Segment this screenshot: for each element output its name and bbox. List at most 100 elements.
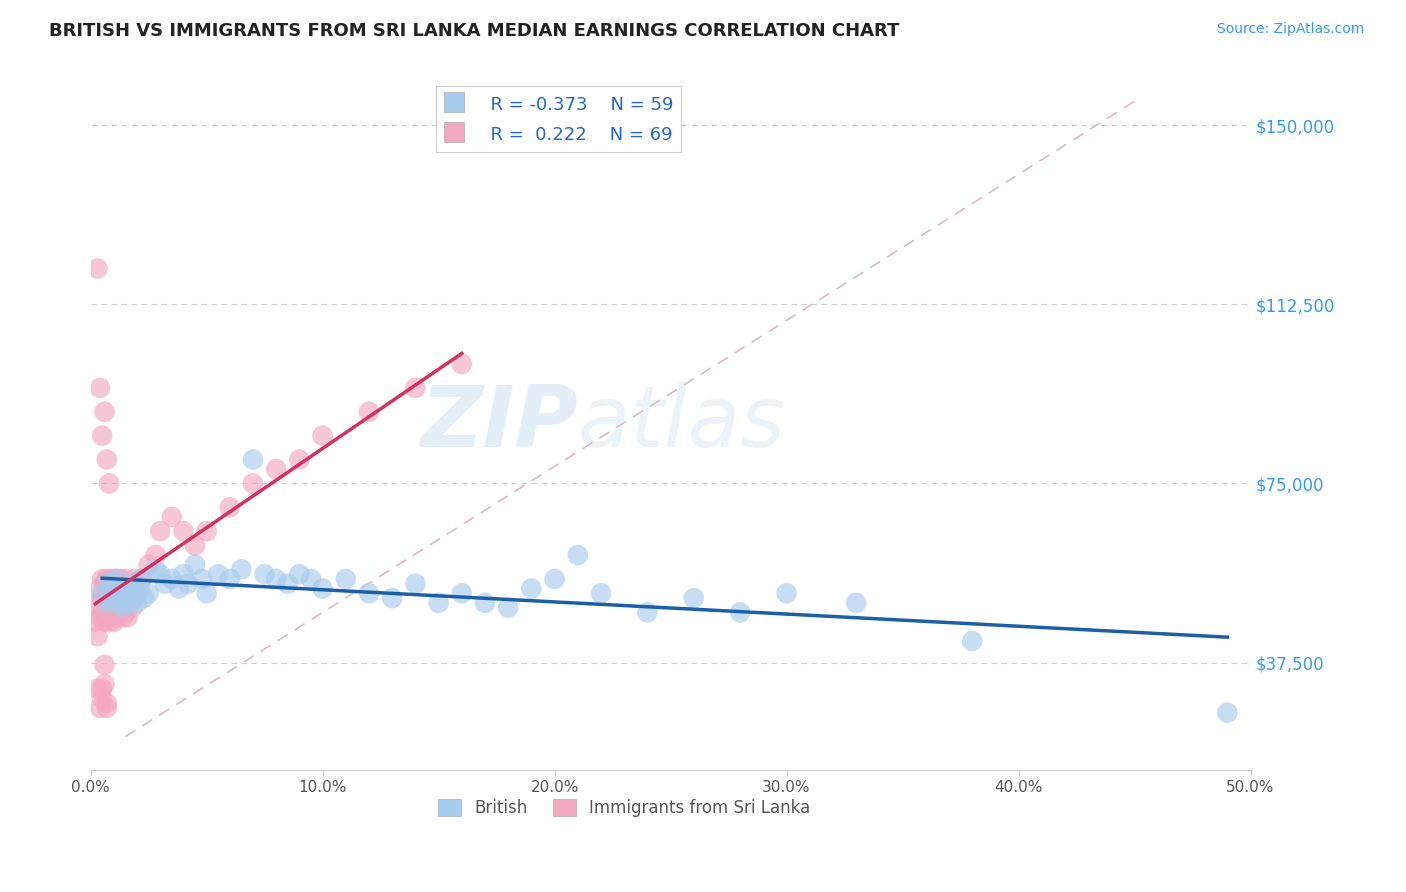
Point [357, 405, 380, 419]
Point [100, 600, 122, 615]
Point [96, 596, 118, 610]
Point [91, 681, 114, 696]
Point [98, 476, 121, 491]
Point [128, 582, 150, 596]
Point [91, 572, 114, 586]
Point [567, 548, 589, 562]
Point [103, 615, 125, 629]
Text: Source: ZipAtlas.com: Source: ZipAtlas.com [1216, 22, 1364, 37]
Point [107, 610, 129, 624]
Point [427, 596, 450, 610]
Point [93, 677, 115, 691]
Point [125, 586, 148, 600]
Point [96, 701, 118, 715]
Point [167, 582, 190, 596]
Point [195, 524, 218, 538]
Point [91, 591, 114, 605]
Point [96, 452, 118, 467]
Point [138, 558, 160, 572]
Point [184, 558, 207, 572]
Point [450, 586, 472, 600]
Point [103, 600, 125, 615]
Point [160, 572, 183, 586]
Point [131, 572, 153, 586]
Point [172, 567, 194, 582]
Point [110, 586, 132, 600]
Point [98, 615, 121, 629]
Point [543, 572, 565, 586]
Point [103, 582, 125, 596]
Point [110, 582, 132, 596]
Point [118, 596, 141, 610]
Point [728, 606, 751, 620]
Point [775, 586, 797, 600]
Point [145, 562, 167, 576]
Point [450, 357, 472, 371]
Point [89, 381, 111, 395]
Point [86, 261, 108, 276]
Point [636, 606, 658, 620]
Point [474, 596, 496, 610]
Point [93, 576, 115, 591]
Point [357, 586, 380, 600]
Point [105, 586, 128, 600]
Point [96, 572, 118, 586]
Point [118, 576, 141, 591]
Point [404, 381, 426, 395]
Point [253, 567, 276, 582]
Point [138, 586, 160, 600]
Point [100, 582, 122, 596]
Point [107, 596, 129, 610]
Point [93, 615, 115, 629]
Point [191, 572, 214, 586]
Point [100, 572, 122, 586]
Point [131, 572, 153, 586]
Point [145, 548, 167, 562]
Point [520, 582, 543, 596]
Point [114, 591, 136, 605]
Point [496, 600, 519, 615]
Point [84, 615, 107, 629]
Point [121, 582, 143, 596]
Point [103, 610, 125, 624]
Point [121, 600, 143, 615]
Point [91, 691, 114, 706]
Point [112, 610, 135, 624]
Point [86, 629, 108, 643]
Point [277, 576, 299, 591]
Point [98, 576, 121, 591]
Point [149, 567, 172, 582]
Point [231, 562, 253, 576]
Point [112, 591, 135, 605]
Point [93, 600, 115, 615]
Point [114, 582, 136, 596]
Point [100, 591, 122, 605]
Point [118, 586, 141, 600]
Point [96, 696, 118, 710]
Point [110, 572, 132, 586]
Point [105, 572, 128, 586]
Point [98, 576, 121, 591]
Point [105, 572, 128, 586]
Legend: British, Immigrants from Sri Lanka: British, Immigrants from Sri Lanka [432, 792, 817, 824]
Point [107, 576, 129, 591]
Point [288, 567, 311, 582]
Point [105, 591, 128, 605]
Point [91, 606, 114, 620]
Point [1216, 706, 1239, 720]
Point [96, 596, 118, 610]
Point [195, 586, 218, 600]
Point [218, 500, 240, 515]
Point [172, 524, 194, 538]
Point [98, 606, 121, 620]
Point [96, 586, 118, 600]
Point [242, 476, 264, 491]
Point [153, 576, 176, 591]
Point [96, 610, 118, 624]
Point [121, 576, 143, 591]
Point [114, 586, 136, 600]
Point [89, 610, 111, 624]
Point [107, 596, 129, 610]
Point [404, 576, 426, 591]
Point [218, 572, 240, 586]
